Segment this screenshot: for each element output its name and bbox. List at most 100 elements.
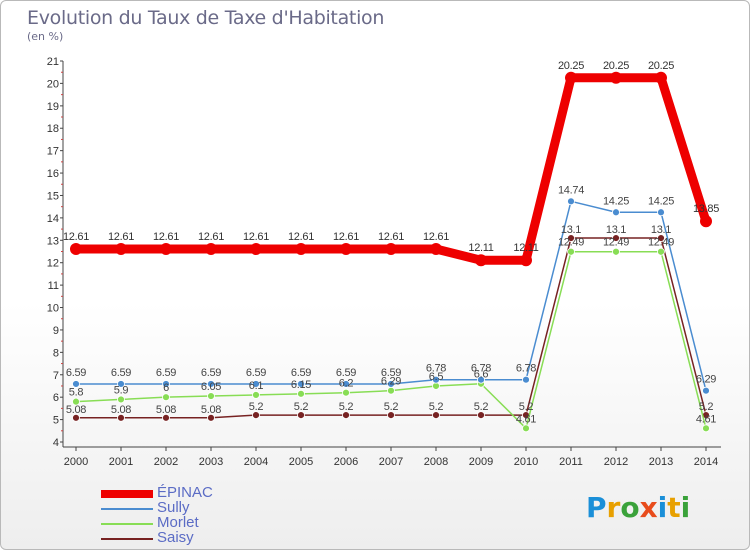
data-point: [117, 380, 125, 388]
data-label: 12.61: [288, 231, 314, 243]
data-label: 20.25: [558, 60, 584, 72]
data-point: [522, 424, 530, 433]
data-label: 12.49: [558, 237, 584, 249]
data-label: 20.25: [648, 60, 674, 72]
data-point: [702, 386, 710, 395]
x-tick-label: 2012: [604, 456, 628, 468]
data-point: [477, 375, 485, 384]
data-point: [297, 411, 305, 420]
legend-label: Sully: [157, 499, 190, 516]
y-tick-label: 9: [53, 325, 59, 337]
logo-letter: i: [680, 491, 691, 524]
data-point: [612, 234, 620, 242]
data-point: [207, 392, 215, 400]
data-label: 5.2: [294, 401, 309, 413]
data-label: 6: [163, 382, 169, 394]
y-tick-label: 12: [47, 258, 59, 270]
data-label: 5.2: [699, 401, 714, 413]
data-point: [430, 243, 442, 256]
legend-swatch: [101, 538, 153, 540]
x-tick-label: 2001: [109, 456, 133, 468]
data-label: 13.1: [606, 224, 626, 236]
data-label: 6.78: [471, 363, 491, 375]
data-label: 6.1: [249, 380, 264, 392]
data-point: [72, 397, 80, 406]
data-label: 6.29: [381, 376, 401, 388]
x-tick-label: 2007: [379, 456, 403, 468]
data-label: 6.29: [696, 374, 716, 386]
x-tick-label: 2010: [514, 456, 538, 468]
data-point: [252, 380, 260, 388]
data-point: [342, 388, 350, 397]
data-point: [72, 380, 80, 388]
legend-swatch: [101, 523, 153, 525]
data-point: [252, 391, 260, 399]
data-point: [612, 208, 620, 217]
data-point: [250, 243, 262, 256]
data-label: 5.08: [201, 404, 221, 416]
data-point: [162, 393, 170, 402]
data-label: 12.61: [423, 231, 449, 243]
data-point: [432, 411, 440, 420]
y-tick-label: 13: [47, 235, 59, 247]
data-point: [160, 243, 172, 256]
data-point: [162, 413, 170, 422]
logo-letter: i: [657, 491, 668, 524]
y-tick-label: 18: [47, 123, 59, 135]
data-point: [117, 395, 125, 404]
data-label: 6.59: [336, 367, 356, 379]
data-point: [387, 380, 395, 388]
data-point: [520, 254, 532, 267]
data-label: 5.08: [111, 404, 131, 416]
data-label: 6.05: [201, 381, 221, 393]
data-label: 12.61: [333, 231, 359, 243]
data-point: [477, 411, 485, 420]
data-label: 5.2: [249, 401, 264, 413]
y-tick-label: 10: [47, 303, 59, 315]
y-tick-label: 16: [47, 168, 59, 180]
data-label: 14.74: [558, 184, 584, 196]
x-tick-label: 2013: [649, 456, 673, 468]
x-tick-label: 2008: [424, 456, 448, 468]
data-point: [565, 71, 577, 84]
data-label: 12.49: [603, 237, 629, 249]
data-label: 12.49: [648, 237, 674, 249]
logo-letter: t: [667, 491, 681, 524]
unit-label: (en %): [27, 30, 64, 43]
data-point: [522, 375, 530, 384]
chart-title: Evolution du Taux de Taxe d'Habitation: [27, 7, 385, 29]
data-point: [387, 411, 395, 420]
data-label: 12.11: [513, 242, 538, 254]
logo-letter: o: [620, 491, 640, 524]
data-point: [340, 243, 352, 256]
y-tick-label: 7: [53, 370, 59, 382]
data-label: 12.61: [243, 231, 269, 243]
data-point: [207, 380, 215, 388]
data-point: [295, 243, 307, 256]
legend-swatch: [101, 490, 153, 498]
data-point: [610, 71, 622, 84]
data-label: 5.08: [156, 404, 176, 416]
data-label: 5.8: [69, 387, 84, 399]
data-label: 6.5: [429, 371, 444, 383]
y-tick-label: 15: [47, 190, 59, 202]
y-tick-label: 5: [53, 415, 59, 427]
data-point: [70, 243, 82, 256]
data-point: [432, 375, 440, 384]
data-point: [657, 234, 665, 242]
data-point: [207, 413, 215, 422]
logo-letter: P: [586, 491, 607, 524]
data-label: 12.61: [198, 231, 224, 243]
data-label: 13.1: [561, 224, 581, 236]
y-tick-label: 8: [53, 347, 59, 359]
data-point: [115, 243, 127, 256]
data-label: 6.59: [111, 367, 131, 379]
x-tick-label: 2005: [289, 456, 313, 468]
data-label: 6.59: [291, 367, 311, 379]
x-tick-label: 2014: [694, 456, 718, 468]
legend-label: ÉPINAC: [157, 484, 213, 501]
data-point: [385, 243, 397, 256]
data-point: [657, 247, 665, 256]
data-point: [475, 254, 487, 267]
